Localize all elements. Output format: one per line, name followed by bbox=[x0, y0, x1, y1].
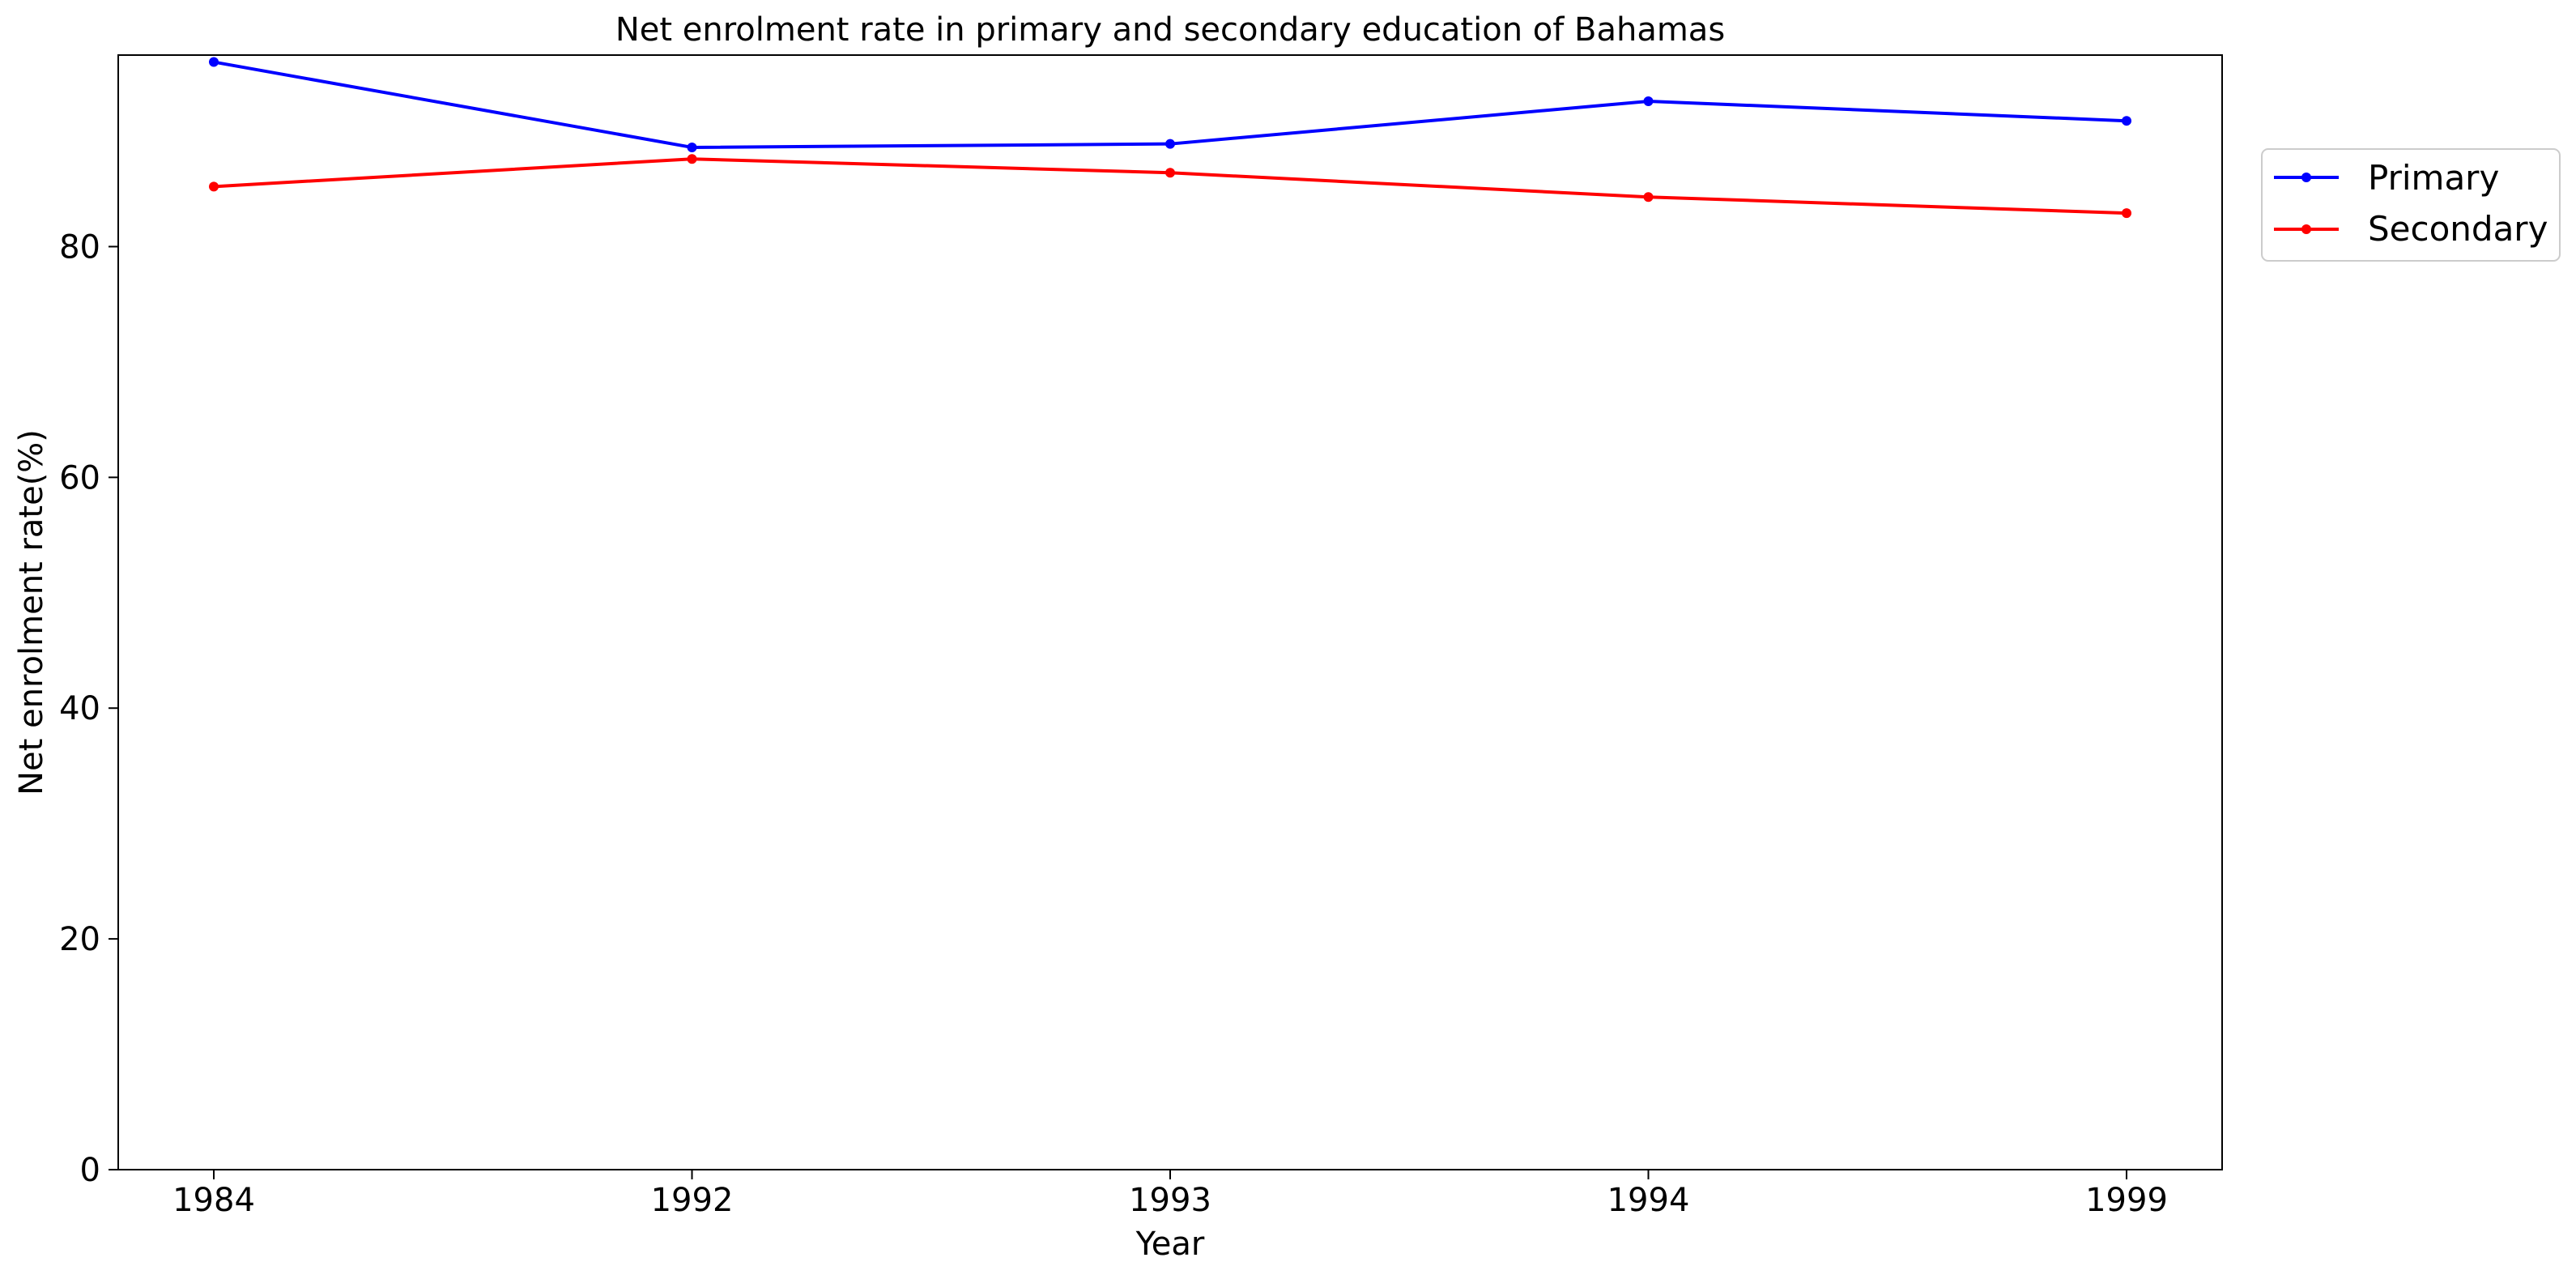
y-axis-label: Net enrolment rate(%) bbox=[13, 429, 50, 795]
legend-primary-marker bbox=[2301, 173, 2311, 182]
x-axis-label: Year bbox=[1135, 1226, 1205, 1263]
data-point-secondary bbox=[209, 181, 219, 192]
legend-secondary-label: Secondary bbox=[2368, 209, 2548, 249]
x-tick-label: 1994 bbox=[1607, 1182, 1690, 1219]
y-tick-label: 60 bbox=[59, 459, 100, 497]
x-tick-label: 1999 bbox=[2085, 1182, 2168, 1219]
data-point-primary bbox=[1643, 96, 1654, 106]
x-tick-label: 1992 bbox=[651, 1182, 734, 1219]
data-point-primary bbox=[2122, 116, 2131, 126]
data-point-primary bbox=[1165, 139, 1175, 149]
data-point-secondary bbox=[1643, 192, 1654, 203]
y-tick-label: 0 bbox=[80, 1152, 100, 1189]
data-point-primary bbox=[687, 142, 697, 152]
legend-primary-label: Primary bbox=[2368, 158, 2499, 198]
legend: Primary Secondary bbox=[2261, 148, 2561, 262]
data-point-secondary bbox=[2122, 208, 2131, 219]
y-tick-label: 40 bbox=[59, 690, 100, 727]
chart-title: Net enrolment rate in primary and second… bbox=[615, 11, 1725, 49]
series-layer bbox=[209, 57, 2131, 219]
y-tick-label: 80 bbox=[59, 228, 100, 266]
y-axis: 0 20 40 60 80 bbox=[59, 228, 118, 1189]
legend-secondary-marker bbox=[2301, 224, 2311, 234]
data-point-secondary bbox=[687, 154, 697, 164]
x-axis: 1984 1992 1993 1994 1999 bbox=[172, 1170, 2168, 1219]
x-tick-label: 1984 bbox=[172, 1182, 255, 1219]
data-point-primary bbox=[209, 57, 219, 67]
data-point-secondary bbox=[1165, 168, 1175, 178]
x-tick-label: 1993 bbox=[1129, 1182, 1211, 1219]
y-tick-label: 20 bbox=[59, 921, 100, 958]
plot-area bbox=[117, 54, 2223, 1170]
